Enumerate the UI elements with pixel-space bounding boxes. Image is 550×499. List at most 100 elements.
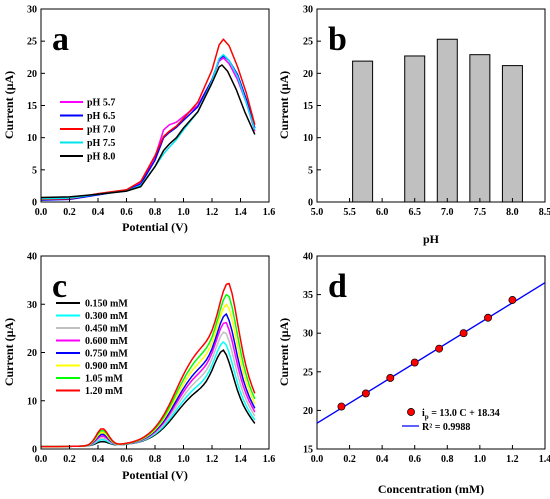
panel-a-xlabel: Potential (V) [122,220,188,234]
panel-d-point [508,296,517,304]
panel-b-y-tick-label: 5 [308,165,313,176]
panel-c-y-tick-label: 20 [27,348,37,359]
panel-d-ylabel: Current (µA) [277,318,291,386]
panel-a-frame [40,8,270,203]
panel-c-x-tick-label: 0.2 [63,454,76,465]
panel-c-ylabel: Current (µA) [2,318,16,386]
panel-b-x-tick-label: 6.5 [408,207,421,218]
panel-c-x-tick-label: 1.0 [177,454,190,465]
panel-a-y-tick-label: 0 [32,198,37,209]
panel-d-fit-line [316,282,546,424]
panel-b-y-tick-label: 10 [303,133,313,144]
panel-c-legend-label: 1.05 mM [85,374,123,385]
panel-b-y-tick-label: 30 [303,5,313,16]
panel-d-point [410,358,419,367]
panel-c-y-tick-label: 40 [27,252,37,263]
panel-b-bar [352,60,374,203]
panel-a-x-tick-label: 0.6 [120,207,133,218]
panel-c-x-ticks: 0.0 0.2 0.4 0.6 0.8 1.0 1.2 1.4 1.6 [35,445,276,465]
panel-d-label: d [328,268,347,305]
panel-d-y-tick-label: 40 [303,252,313,263]
panel-c-x-tick-label: 1.6 [263,454,276,465]
panel-a-y-tick-label: 10 [27,133,37,144]
panel-b-label: b [328,21,347,58]
panel-a-x-tick-label: 0.2 [63,207,76,218]
panel-d-point [386,374,395,382]
panel-c-series-line [41,331,256,448]
panel-b-x-tick-label: 8.0 [506,207,519,218]
panel-c-legend-label: 0.150 mM [85,299,128,310]
panel-d-y-tick-label: 30 [303,329,313,340]
panel-a-series [40,38,256,201]
panel-b-x-tick-label: 5.5 [343,207,356,218]
panel-a-legend-label: pH 7.5 [87,138,115,149]
panel-d-x-tick-label: 1.0 [474,454,487,465]
panel-a-y-tick-label: 15 [27,101,37,112]
panel-b-x-tick-label: 8.5 [539,207,550,218]
panel-d-x-tick-label: 0.4 [376,454,389,465]
panel-d-point [459,329,468,338]
panel-c-x-tick-label: 0.0 [35,454,48,465]
panel-d-x-tick-label: 1.4 [539,454,550,465]
panel-c: 0.0 0.2 0.4 0.6 0.8 1.0 1.2 1.4 1.6 0 10 20 30 40 0.… [2,252,275,483]
panel-d-y-tick-label: 35 [303,290,313,301]
panel-a-series-line [40,38,256,201]
panel-b-x-tick-label: 7.0 [441,207,454,218]
panel-d-legend-r2: R² = 0.9988 [422,422,470,433]
panel-a-y-tick-label: 30 [27,5,37,16]
panel-a-x-tick-label: 0.4 [92,207,105,218]
panel-b-bar [436,38,458,203]
panel-b-y-tick-label: 25 [303,37,313,48]
panel-b-bar [404,55,426,203]
panel-b-y-ticks: 0 5 10 15 20 25 30 [303,5,321,209]
panel-c-y-tick-label: 0 [32,445,37,456]
panel-c-legend-label: 0.600 mM [85,336,128,347]
panel-a-y-ticks: 0 5 10 15 20 25 30 [27,5,45,209]
panel-b-xlabel: pH [423,232,440,246]
panel-d-y-tick-label: 25 [303,367,313,378]
panel-b-x-tick-label: 5.0 [311,207,324,218]
panel-c-y-tick-label: 10 [27,396,37,407]
panel-c-legend-label: 0.300 mM [85,311,128,322]
panel-d-x-tick-label: 1.2 [506,454,519,465]
panel-a-x-tick-label: 0.8 [149,207,162,218]
panel-c-legend-label: 0.900 mM [85,361,128,372]
panel-b-x-tick-label: 7.5 [474,207,487,218]
panel-a-y-tick-label: 25 [27,37,37,48]
panel-a-x-tick-label: 1.6 [263,207,276,218]
panel-c-x-tick-label: 1.4 [234,454,247,465]
panel-d-plot [316,282,546,424]
panel-a-x-tick-label: 1.0 [177,207,190,218]
panel-b-x-tick-label: 6.0 [376,207,389,218]
panel-d-x-tick-label: 0.8 [441,454,454,465]
panel-c-y-tick-label: 30 [27,300,37,311]
panel-d-xlabel: Concentration (mM) [378,482,484,496]
panel-c-x-tick-label: 0.8 [149,454,162,465]
panel-d-y-tick-label: 15 [303,445,313,456]
panel-d-frame [316,255,546,450]
panel-d-point [484,313,492,322]
panel-d-x-ticks: 0.0 0.2 0.4 0.6 0.8 1.0 1.2 1.4 [311,445,550,465]
panel-d-y-ticks: 15 20 25 30 35 40 [303,252,321,456]
panel-d-point [337,402,346,411]
panel-b-x-ticks: 5.0 5.5 6.0 6.5 7.0 7.5 8.0 8.5 [311,198,550,218]
panel-d-point [361,389,370,398]
panel-b-bars [352,38,523,203]
panel-a-legend-label: pH 5.7 [87,98,115,109]
panel-a-legend-label: pH 8.0 [87,152,115,163]
panel-a-label: a [52,21,69,58]
panel-d-point [435,344,444,353]
panel-a-legend-label: pH 7.0 [87,125,115,136]
panel-b-y-tick-label: 15 [303,101,313,112]
panel-a-legend-label: pH 6.5 [87,111,115,122]
panel-c-series [41,282,256,448]
panel-b-bar [469,54,491,203]
panel-c-x-tick-label: 0.4 [92,454,105,465]
panel-b-y-tick-label: 0 [308,198,313,209]
panel-a-y-tick-label: 5 [32,165,37,176]
panel-c-x-tick-label: 1.2 [206,454,219,465]
panel-b-y-tick-label: 20 [303,69,313,80]
panel-c-label: c [52,268,67,305]
